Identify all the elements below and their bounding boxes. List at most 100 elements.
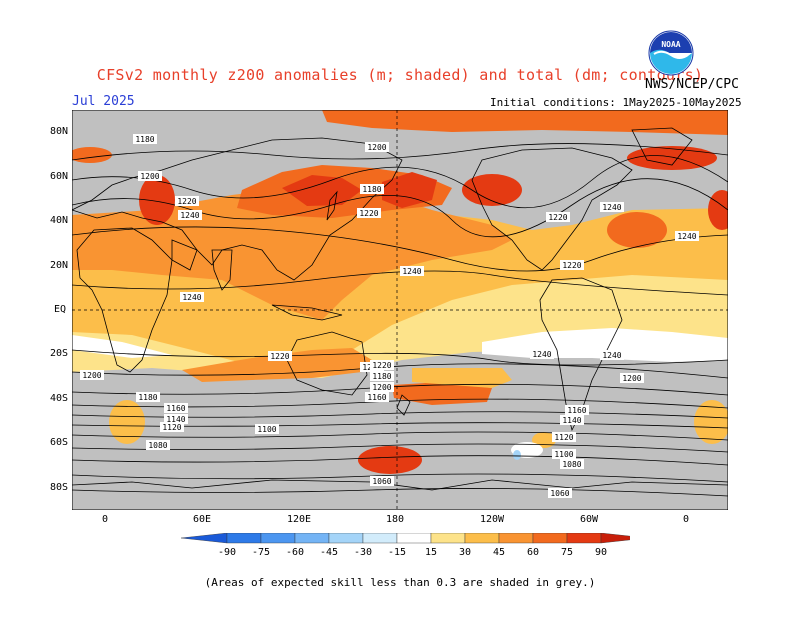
contour-label: 1240 (677, 232, 696, 241)
colorbar-tick-label: -30 (354, 547, 372, 558)
colorbar-tick-label: 45 (493, 547, 505, 558)
contour-labels: 1180 1200 1220 1240 1180 1200 1220 1240 1220 1240… (80, 134, 699, 498)
contour-label: 1180 (138, 393, 157, 402)
contour-label-box (357, 208, 381, 218)
anomaly-greenland (627, 146, 717, 170)
contour-label: 1220 (177, 197, 196, 206)
anomaly-alaska (462, 174, 522, 206)
contour-label: 1220 (548, 213, 567, 222)
contour-label: 1240 (532, 350, 551, 359)
lat-label: 20S (50, 348, 69, 359)
contour-label: 1200 (367, 143, 386, 152)
colorbar-tick-label: 90 (595, 547, 607, 558)
contour-label: 1080 (562, 460, 581, 469)
agency-label: NWS/NCEP/CPC (645, 77, 739, 92)
contour-label-box (546, 212, 570, 222)
anomaly-south-atlantic (109, 400, 145, 444)
contour-label-box (370, 371, 394, 381)
contour-label: 1160 (567, 406, 586, 415)
colorbar-cell (294, 533, 330, 544)
contour-label-box (370, 382, 394, 392)
noaa-logo: NOAA (648, 30, 694, 76)
anomaly-south-atlantic-east (694, 400, 728, 444)
month-label: Jul 2025 (72, 94, 135, 109)
contour-label: 1100 (257, 425, 276, 434)
contour-label-box (180, 292, 204, 302)
contour-label: 1180 (135, 135, 154, 144)
contour-label-box (365, 392, 389, 402)
contour-label: 1160 (367, 393, 386, 402)
colorbar-cell (396, 533, 432, 544)
contour-label: 1120 (554, 433, 573, 442)
colorbar: -90 -75 -60 -45 -30 -15 15 30 45 60 75 90 (180, 533, 630, 558)
contour-label-box (255, 424, 279, 434)
contour-label: 1060 (550, 489, 569, 498)
contour-label-box (175, 196, 199, 206)
colorbar-cell (566, 533, 602, 544)
colorbar-cell (180, 533, 228, 544)
contour-label-box (360, 184, 384, 194)
contour-label-box (600, 202, 624, 212)
contour-label-box (565, 405, 589, 415)
colorbar-cell (532, 533, 568, 544)
contour-label: 1180 (362, 185, 381, 194)
colorbar-cell (600, 533, 630, 544)
anomaly-map: 1180 1200 1220 1240 1180 1200 1220 1240 1220 1240… (72, 110, 728, 510)
lat-label: 40S (50, 393, 69, 404)
contour-label: 1120 (162, 423, 181, 432)
mask-footnote: (Areas of expected skill less than 0.3 a… (204, 576, 596, 589)
contour-label-box (164, 403, 188, 413)
contour-label-box (675, 231, 699, 241)
anomaly-arctic-atlantic (72, 147, 112, 163)
contour-label-box (370, 360, 394, 370)
lat-label: 80S (50, 482, 69, 493)
contour-label: 1180 (372, 372, 391, 381)
contour-label: 1200 (82, 371, 101, 380)
colorbar-cell (362, 533, 398, 544)
initial-conditions-label: Initial conditions: 1May2025-10May2025 (490, 96, 742, 109)
lon-label: 120E (287, 514, 312, 525)
contour-label: 1240 (402, 267, 421, 276)
contour-label-box (146, 440, 170, 450)
contour-label: 1240 (180, 211, 199, 220)
contour-label: 1240 (182, 293, 201, 302)
contour-label: 1140 (562, 416, 581, 425)
lat-label: 20N (50, 260, 69, 271)
anomaly-ross-sea (358, 446, 422, 474)
colorbar-cell (464, 533, 500, 544)
contour-label: 1060 (372, 477, 391, 486)
colorbar-cell (498, 533, 534, 544)
contour-label-box (178, 210, 202, 220)
contour-label-box (136, 392, 160, 402)
anomaly-negative-small (513, 450, 521, 460)
lon-label: 60W (580, 514, 599, 525)
anomaly-iberia (708, 190, 728, 230)
colorbar-tick-label: 15 (425, 547, 437, 558)
colorbar-cell (430, 533, 466, 544)
contour-label-box (552, 432, 576, 442)
contour-label: 1220 (359, 209, 378, 218)
contour-label-box (268, 351, 292, 361)
contour-label-box (620, 373, 644, 383)
lon-label: 0 (683, 514, 690, 525)
colorbar-cell (328, 533, 364, 544)
anomaly-arctic (322, 110, 728, 135)
lon-label: 60E (193, 514, 212, 525)
colorbar-tick-label: 30 (459, 547, 471, 558)
anomaly-atlantic (607, 212, 667, 248)
contour-label: 1220 (372, 361, 391, 370)
lat-label: 40N (50, 215, 69, 226)
contour-label: 1140 (166, 415, 185, 424)
contour-label: 1240 (602, 351, 621, 360)
contour-label: 1200 (140, 172, 159, 181)
lon-label: 0 (102, 514, 109, 525)
contour-label-box (400, 266, 424, 276)
contour-label-box (365, 142, 389, 152)
lat-label: 60N (50, 171, 69, 182)
contour-label-box (548, 488, 572, 498)
colorbar-cell (260, 533, 296, 544)
anomaly-europe (139, 175, 175, 225)
contour-label-box (560, 260, 584, 270)
contour-label: 1240 (602, 203, 621, 212)
contour-label-box (80, 370, 104, 380)
